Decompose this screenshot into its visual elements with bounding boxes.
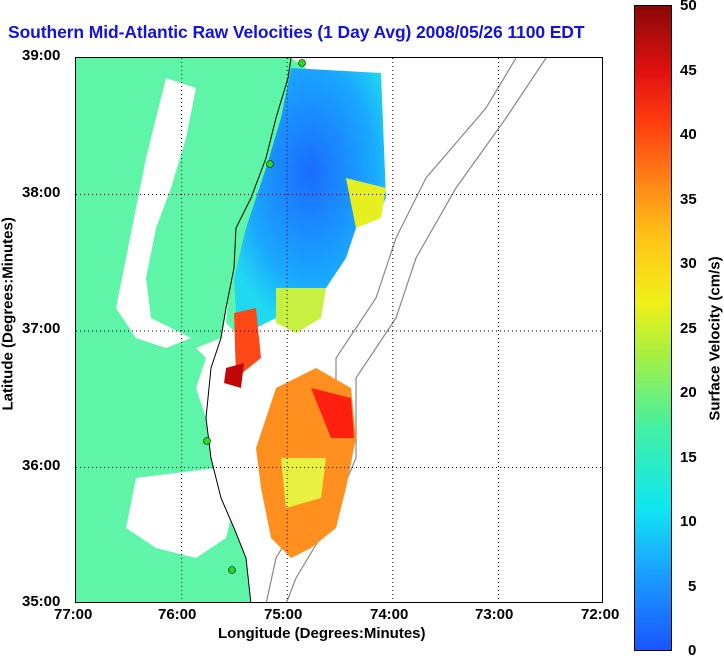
y-tick: 36:00 xyxy=(22,457,61,474)
colorbar-tick: 0 xyxy=(688,642,697,659)
colorbar-tick: 10 xyxy=(680,513,697,530)
chart-title: Southern Mid-Atlantic Raw Velocities (1 … xyxy=(8,22,585,42)
land-mass xyxy=(76,58,291,602)
x-tick: 72:00 xyxy=(581,606,620,623)
x-axis-label: Longitude (Degrees:Minutes) xyxy=(218,625,426,642)
colorbar-label: Surface Velocity (cm/s) xyxy=(706,256,724,421)
map-plot-area xyxy=(75,57,603,603)
map-svg xyxy=(76,58,602,602)
y-axis-label: Latitude (Degrees:Minutes) xyxy=(0,217,17,411)
x-tick: 74:00 xyxy=(370,606,409,623)
grid-lines xyxy=(76,58,602,602)
station-markers xyxy=(203,59,306,574)
velocity-field-north xyxy=(234,68,386,328)
pamlico-sound xyxy=(126,468,236,558)
colorbar-tick: 50 xyxy=(680,0,697,14)
x-tick: 76:00 xyxy=(158,606,197,623)
x-tick: 77:00 xyxy=(54,606,93,623)
isobath-line-2 xyxy=(286,58,547,602)
colorbar-tick: 25 xyxy=(680,320,697,337)
x-tick: 75:00 xyxy=(264,606,303,623)
y-tick: 35:00 xyxy=(22,593,61,610)
colorbar-tick: 20 xyxy=(680,384,697,401)
colorbar-tick: 35 xyxy=(680,191,697,208)
y-tick: 39:00 xyxy=(22,47,61,64)
y-tick: 38:00 xyxy=(22,184,61,201)
colorbar xyxy=(634,5,672,651)
x-tick: 73:00 xyxy=(475,606,514,623)
y-tick: 37:00 xyxy=(22,320,61,337)
chesapeake-bay xyxy=(116,78,196,348)
colorbar-tick: 40 xyxy=(680,126,697,143)
colorbar-tick: 45 xyxy=(680,62,697,79)
colorbar-tick: 5 xyxy=(688,578,697,595)
colorbar-tick: 15 xyxy=(680,449,697,466)
colorbar-tick: 30 xyxy=(680,255,697,272)
